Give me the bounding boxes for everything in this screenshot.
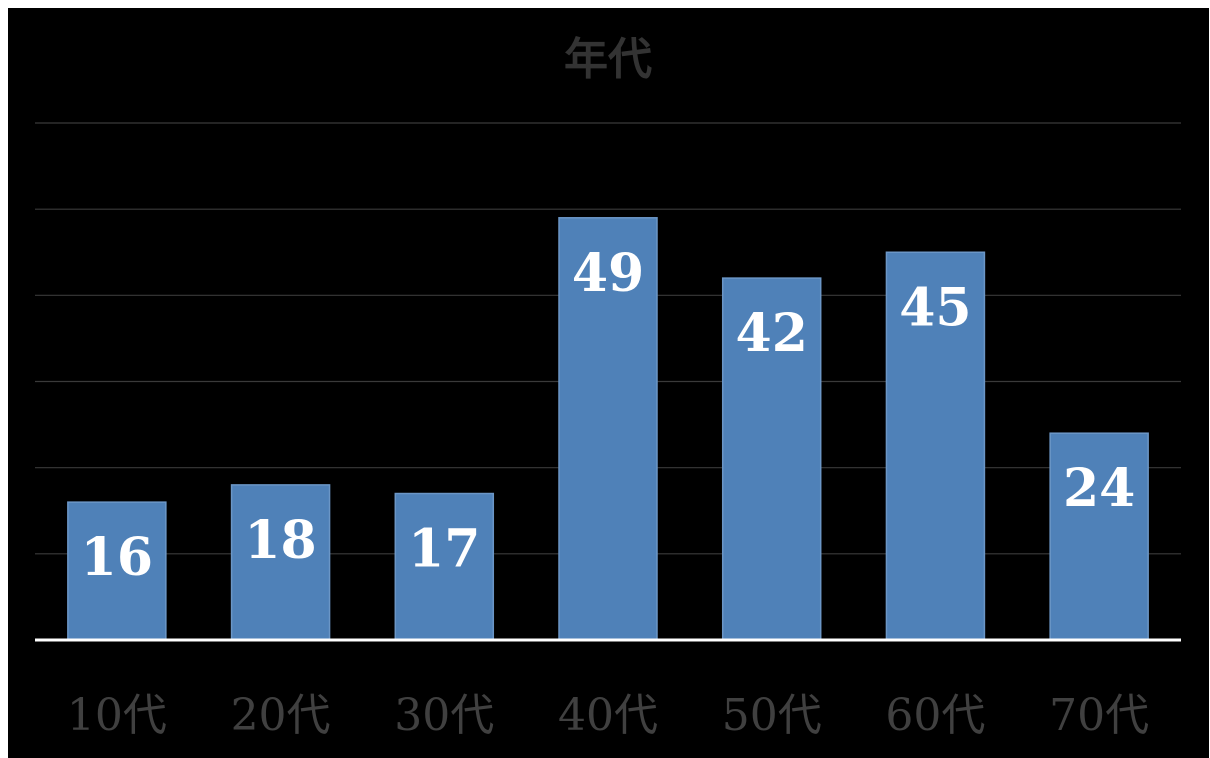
bar-chart: 16 18 17 49 42 45 24 10代 20代 30代 40代 50代 60代 70代 年代 xyxy=(8,8,1209,758)
x-tick-labels: 10代 20代 30代 40代 50代 60代 70代 xyxy=(67,690,1149,741)
data-label: 16 xyxy=(81,527,153,588)
bar xyxy=(1049,432,1149,641)
data-label: 49 xyxy=(572,243,644,304)
data-label: 42 xyxy=(736,303,808,364)
chart-frame: 16 18 17 49 42 45 24 10代 20代 30代 40代 50代 60代 70代 年代 xyxy=(8,8,1209,758)
x-tick-label: 20代 xyxy=(231,690,331,741)
bar xyxy=(558,217,658,641)
x-tick-label: 40代 xyxy=(558,690,658,741)
bar xyxy=(885,251,986,641)
x-tick-label: 30代 xyxy=(394,690,494,741)
x-tick-label: 10代 xyxy=(67,690,167,741)
data-label: 17 xyxy=(408,519,480,580)
x-tick-label: 60代 xyxy=(885,690,985,741)
chart-title: 年代 xyxy=(564,34,652,85)
bar xyxy=(721,277,822,641)
bar xyxy=(230,484,331,641)
bar xyxy=(394,492,495,641)
x-tick-label: 50代 xyxy=(722,690,822,741)
data-label: 45 xyxy=(899,277,971,338)
data-label: 24 xyxy=(1063,458,1135,519)
bars xyxy=(67,217,1149,641)
x-tick-label: 70代 xyxy=(1049,690,1149,741)
data-labels: 16 18 17 49 42 45 24 xyxy=(81,243,1136,588)
data-label: 18 xyxy=(244,510,316,571)
